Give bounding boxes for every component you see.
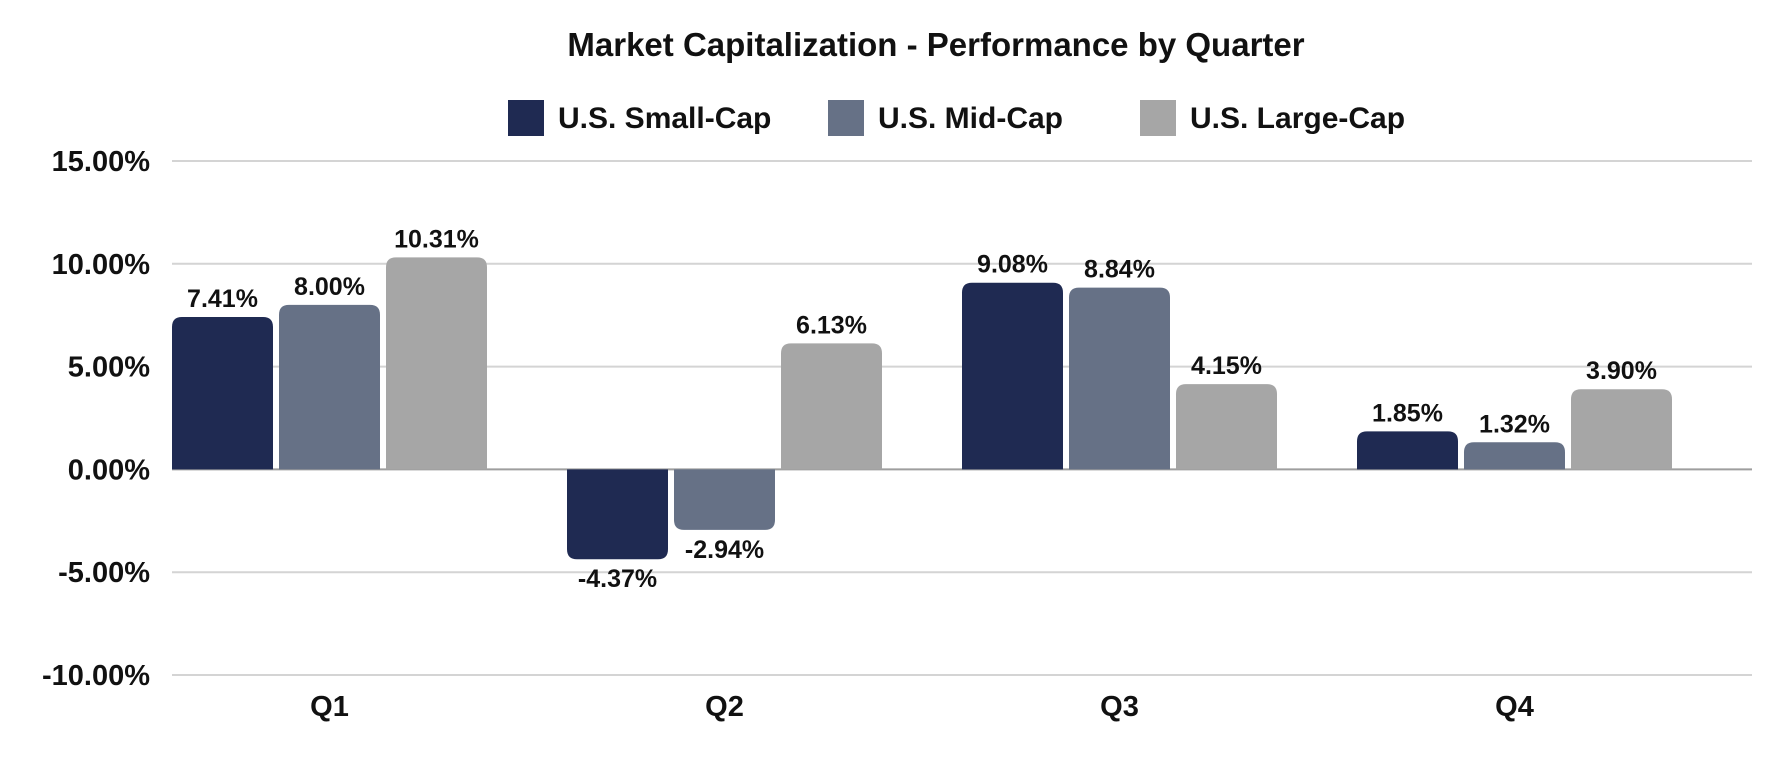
x-tick-label: Q2 <box>705 691 744 723</box>
legend-swatch <box>1140 100 1176 136</box>
bars <box>172 257 1672 560</box>
y-tick-label: -5.00% <box>58 557 150 589</box>
data-labels: 7.41% 8.00% 10.31% -4.37% -2.94% 6.13% 9.08% 8.… <box>187 225 1657 593</box>
y-tick-label: 10.00% <box>52 249 151 281</box>
bar <box>781 343 882 470</box>
bar <box>962 282 1063 470</box>
x-axis: Q1 Q2 Q3 Q4 <box>310 691 1534 723</box>
chart-title: Market Capitalization - Performance by Q… <box>567 26 1304 63</box>
data-label: 10.31% <box>394 225 479 253</box>
y-axis: 15.00% 10.00% 5.00% 0.00% -5.00% -10.00% <box>42 146 150 692</box>
data-label: 6.13% <box>796 311 867 339</box>
data-label: 9.08% <box>977 251 1048 279</box>
data-label: 7.41% <box>187 285 258 313</box>
y-tick-label: 0.00% <box>68 454 150 486</box>
bar <box>674 469 775 530</box>
legend: U.S. Small-Cap U.S. Mid-Cap U.S. Large-Cap <box>508 100 1405 136</box>
data-label: 8.00% <box>294 273 365 301</box>
bar <box>1176 384 1277 470</box>
data-label: 4.15% <box>1191 352 1262 380</box>
y-tick-label: 5.00% <box>68 352 150 384</box>
legend-label: U.S. Mid-Cap <box>878 102 1063 135</box>
bar <box>386 257 487 470</box>
bar <box>172 317 273 470</box>
data-label: 8.84% <box>1084 256 1155 284</box>
y-tick-label: -10.00% <box>42 660 150 692</box>
bar <box>1357 431 1458 470</box>
data-label: -2.94% <box>685 536 764 564</box>
bar <box>1069 287 1170 470</box>
data-label: 1.32% <box>1479 410 1550 438</box>
x-tick-label: Q3 <box>1100 691 1139 723</box>
legend-label: U.S. Small-Cap <box>558 102 771 135</box>
legend-swatch <box>828 100 864 136</box>
legend-swatch <box>508 100 544 136</box>
bar <box>1571 389 1672 470</box>
bar <box>279 304 380 470</box>
data-label: 1.85% <box>1372 399 1443 427</box>
bar <box>567 469 668 560</box>
legend-label: U.S. Large-Cap <box>1190 102 1405 135</box>
data-label: 3.90% <box>1586 357 1657 385</box>
x-tick-label: Q1 <box>310 691 349 723</box>
x-tick-label: Q4 <box>1495 691 1534 723</box>
y-tick-label: 15.00% <box>52 146 151 178</box>
data-label: -4.37% <box>578 565 657 593</box>
bar <box>1464 442 1565 470</box>
